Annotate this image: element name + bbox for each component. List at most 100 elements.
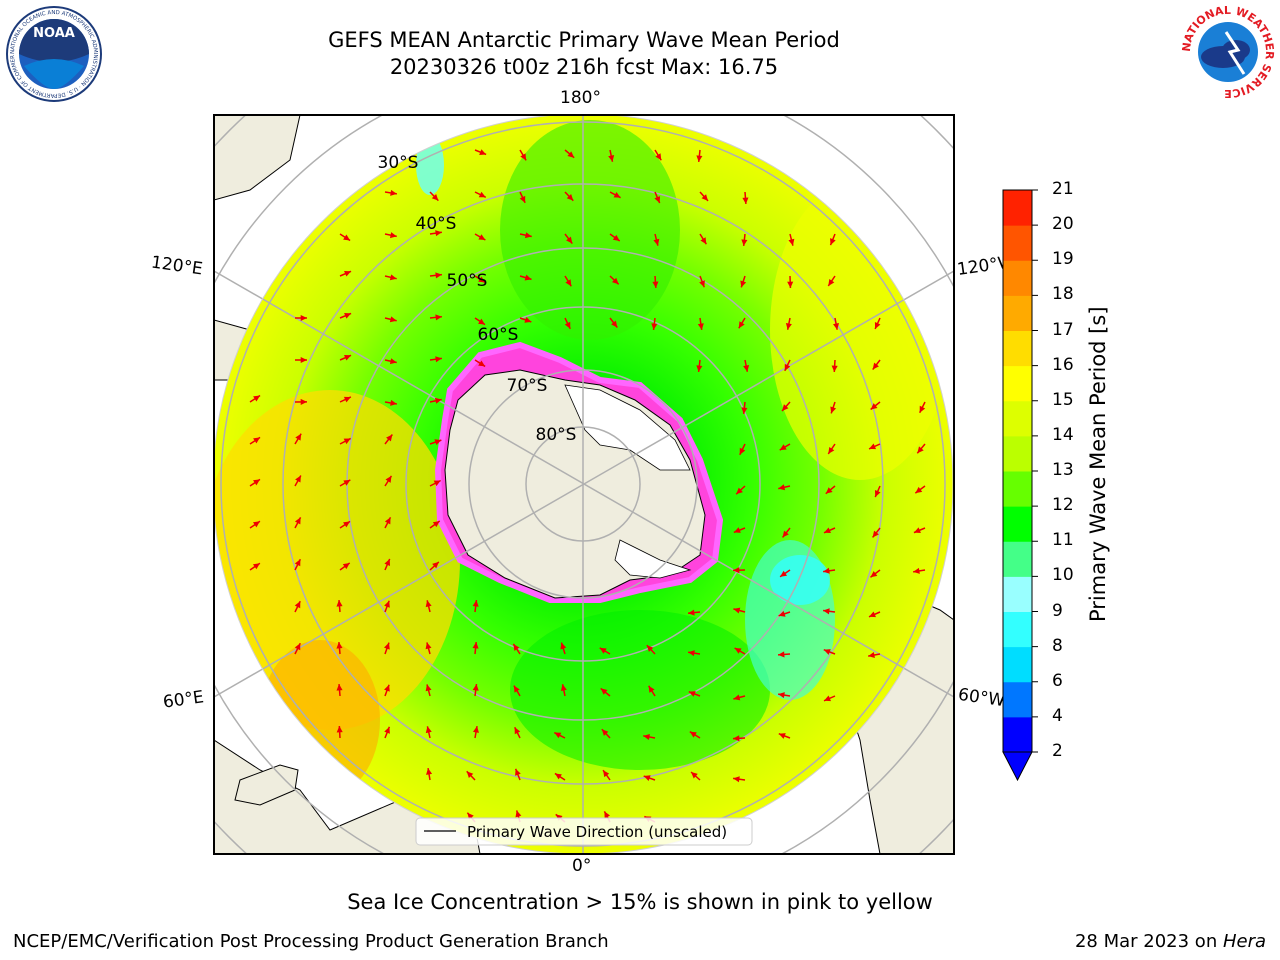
wave-arrow-head xyxy=(294,643,301,651)
nws-logo: NATIONAL WEATHER SERVICE xyxy=(1180,4,1276,100)
wave-arrow-head xyxy=(384,726,390,734)
wave-arrow-head xyxy=(344,354,352,361)
footer-branch: NCEP/EMC/Verification Post Processing Pr… xyxy=(13,931,609,952)
wave-arrow-head xyxy=(600,688,608,695)
wave-arrow-head xyxy=(343,396,351,403)
wave-arrow-head xyxy=(472,684,479,691)
colorbar-segment xyxy=(1003,295,1032,331)
wave-arrow-head xyxy=(344,312,352,319)
wave-arrow-head xyxy=(739,447,746,455)
wave-arrow-head xyxy=(648,685,655,693)
lat-label-50s: 50°S xyxy=(447,271,488,291)
wave-arrow-head xyxy=(652,281,659,288)
wave-arrow-head xyxy=(253,437,261,444)
wave-arrow-head xyxy=(253,395,261,402)
wave-arrow-head xyxy=(830,406,837,414)
wave-arrow-head xyxy=(733,527,741,533)
wave-arrow-head xyxy=(435,314,442,321)
wave-arrow-head xyxy=(733,735,740,742)
lon-label-60e: 60°E xyxy=(161,687,206,713)
wave-arrow-head xyxy=(479,149,487,155)
colorbar-segment xyxy=(1003,611,1032,648)
wave-arrow-head xyxy=(478,234,486,240)
wave-arrow-head xyxy=(697,323,704,330)
wave-arrow-head xyxy=(655,153,662,161)
wave-arrow-head xyxy=(294,601,301,609)
colorbar-tick-label: 18 xyxy=(1052,284,1074,305)
wave-arrow-head xyxy=(524,232,532,239)
wave-arrow-head xyxy=(599,647,607,654)
wave-arrow-head xyxy=(688,691,696,697)
colorbar-tick-label: 15 xyxy=(1052,389,1074,410)
wave-arrow-head xyxy=(654,196,661,204)
wave-arrow-head xyxy=(778,692,785,699)
wave-arrow-head xyxy=(787,281,794,288)
wave-arrow-head xyxy=(566,194,574,201)
colorbar-tick-label: 16 xyxy=(1052,354,1074,375)
wave-arrow-head xyxy=(433,480,441,487)
wave-arrow-head xyxy=(252,563,260,570)
wave-arrow-head xyxy=(384,558,391,566)
wave-arrow-head xyxy=(425,642,432,650)
wave-arrow-head xyxy=(478,318,485,325)
wave-arrow-head xyxy=(472,600,479,607)
wave-arrow-head xyxy=(564,321,571,329)
wave-arrow-head xyxy=(782,404,789,411)
colorbar-tick-label: 12 xyxy=(1052,495,1074,516)
wave-arrow-head xyxy=(734,648,742,654)
wave-arrow-head xyxy=(733,776,740,783)
wave-arrow-head xyxy=(612,234,620,242)
wave-arrow-head xyxy=(780,570,788,577)
wave-arrow-head xyxy=(742,197,749,204)
wave-arrow-head xyxy=(426,768,433,775)
wave-arrow-head xyxy=(699,280,705,288)
wave-arrow-head xyxy=(823,608,830,615)
wave-arrow-head xyxy=(913,567,920,574)
legend-box xyxy=(415,817,753,846)
wave-arrow-head xyxy=(870,403,878,410)
colorbar-tick-label: 21 xyxy=(1052,179,1074,199)
wave-arrow-head xyxy=(478,276,486,283)
colorbar-tick-label: 9 xyxy=(1052,600,1063,621)
wave-arrow-head xyxy=(736,487,743,495)
colorbar xyxy=(1002,189,1038,782)
wave-arrow-head xyxy=(336,600,343,607)
wave-arrow-head xyxy=(872,362,879,370)
wave-arrow-head xyxy=(253,479,260,486)
wave-arrow-head xyxy=(342,562,350,570)
lon-label-120e: 120°E xyxy=(149,252,204,280)
wave-arrow-head xyxy=(700,237,707,245)
wave-arrow-head xyxy=(823,649,831,655)
wave-arrow-head xyxy=(432,520,440,528)
colorbar-segment xyxy=(1003,400,1032,437)
wave-arrow-head xyxy=(613,192,621,198)
wave-arrow-head xyxy=(336,726,343,733)
wave-arrow-head xyxy=(294,559,301,567)
wave-arrow-head xyxy=(336,642,343,649)
wave-arrow-head xyxy=(524,274,532,281)
wave-arrow-head xyxy=(567,151,575,158)
wave-arrow-head xyxy=(431,193,439,201)
wave-arrow-head xyxy=(478,360,486,367)
wave-arrow-head xyxy=(472,726,479,733)
wave-arrow-head xyxy=(824,695,832,702)
wave-arrow-head xyxy=(390,189,397,196)
wave-arrow-head xyxy=(869,443,877,450)
chart-title-line2: 20230326 t00z 216h fcst Max: 16.75 xyxy=(389,55,779,79)
wave-arrow-head xyxy=(425,726,432,734)
wave-arrow-head xyxy=(733,607,741,614)
wave-arrow-head xyxy=(778,651,785,658)
colorbar-tick-label: 4 xyxy=(1052,705,1063,726)
wave-arrow-head xyxy=(917,446,924,454)
colorbar-tick-label: 10 xyxy=(1052,565,1074,586)
colorbar-segment xyxy=(1003,506,1032,542)
wave-arrow-head xyxy=(435,230,442,237)
sea-ice-note: Sea Ice Concentration > 15% is shown in … xyxy=(347,890,933,914)
footer-date-text: 28 Mar 2023 on xyxy=(1074,931,1223,952)
wave-arrow-head xyxy=(868,652,875,659)
wave-arrow-head xyxy=(336,684,343,691)
wave-arrow-head xyxy=(828,447,835,454)
legend-label: Primary Wave Direction (unscaled) xyxy=(467,823,727,841)
wave-arrow-head xyxy=(741,239,748,246)
wave-arrow-head xyxy=(651,323,658,330)
